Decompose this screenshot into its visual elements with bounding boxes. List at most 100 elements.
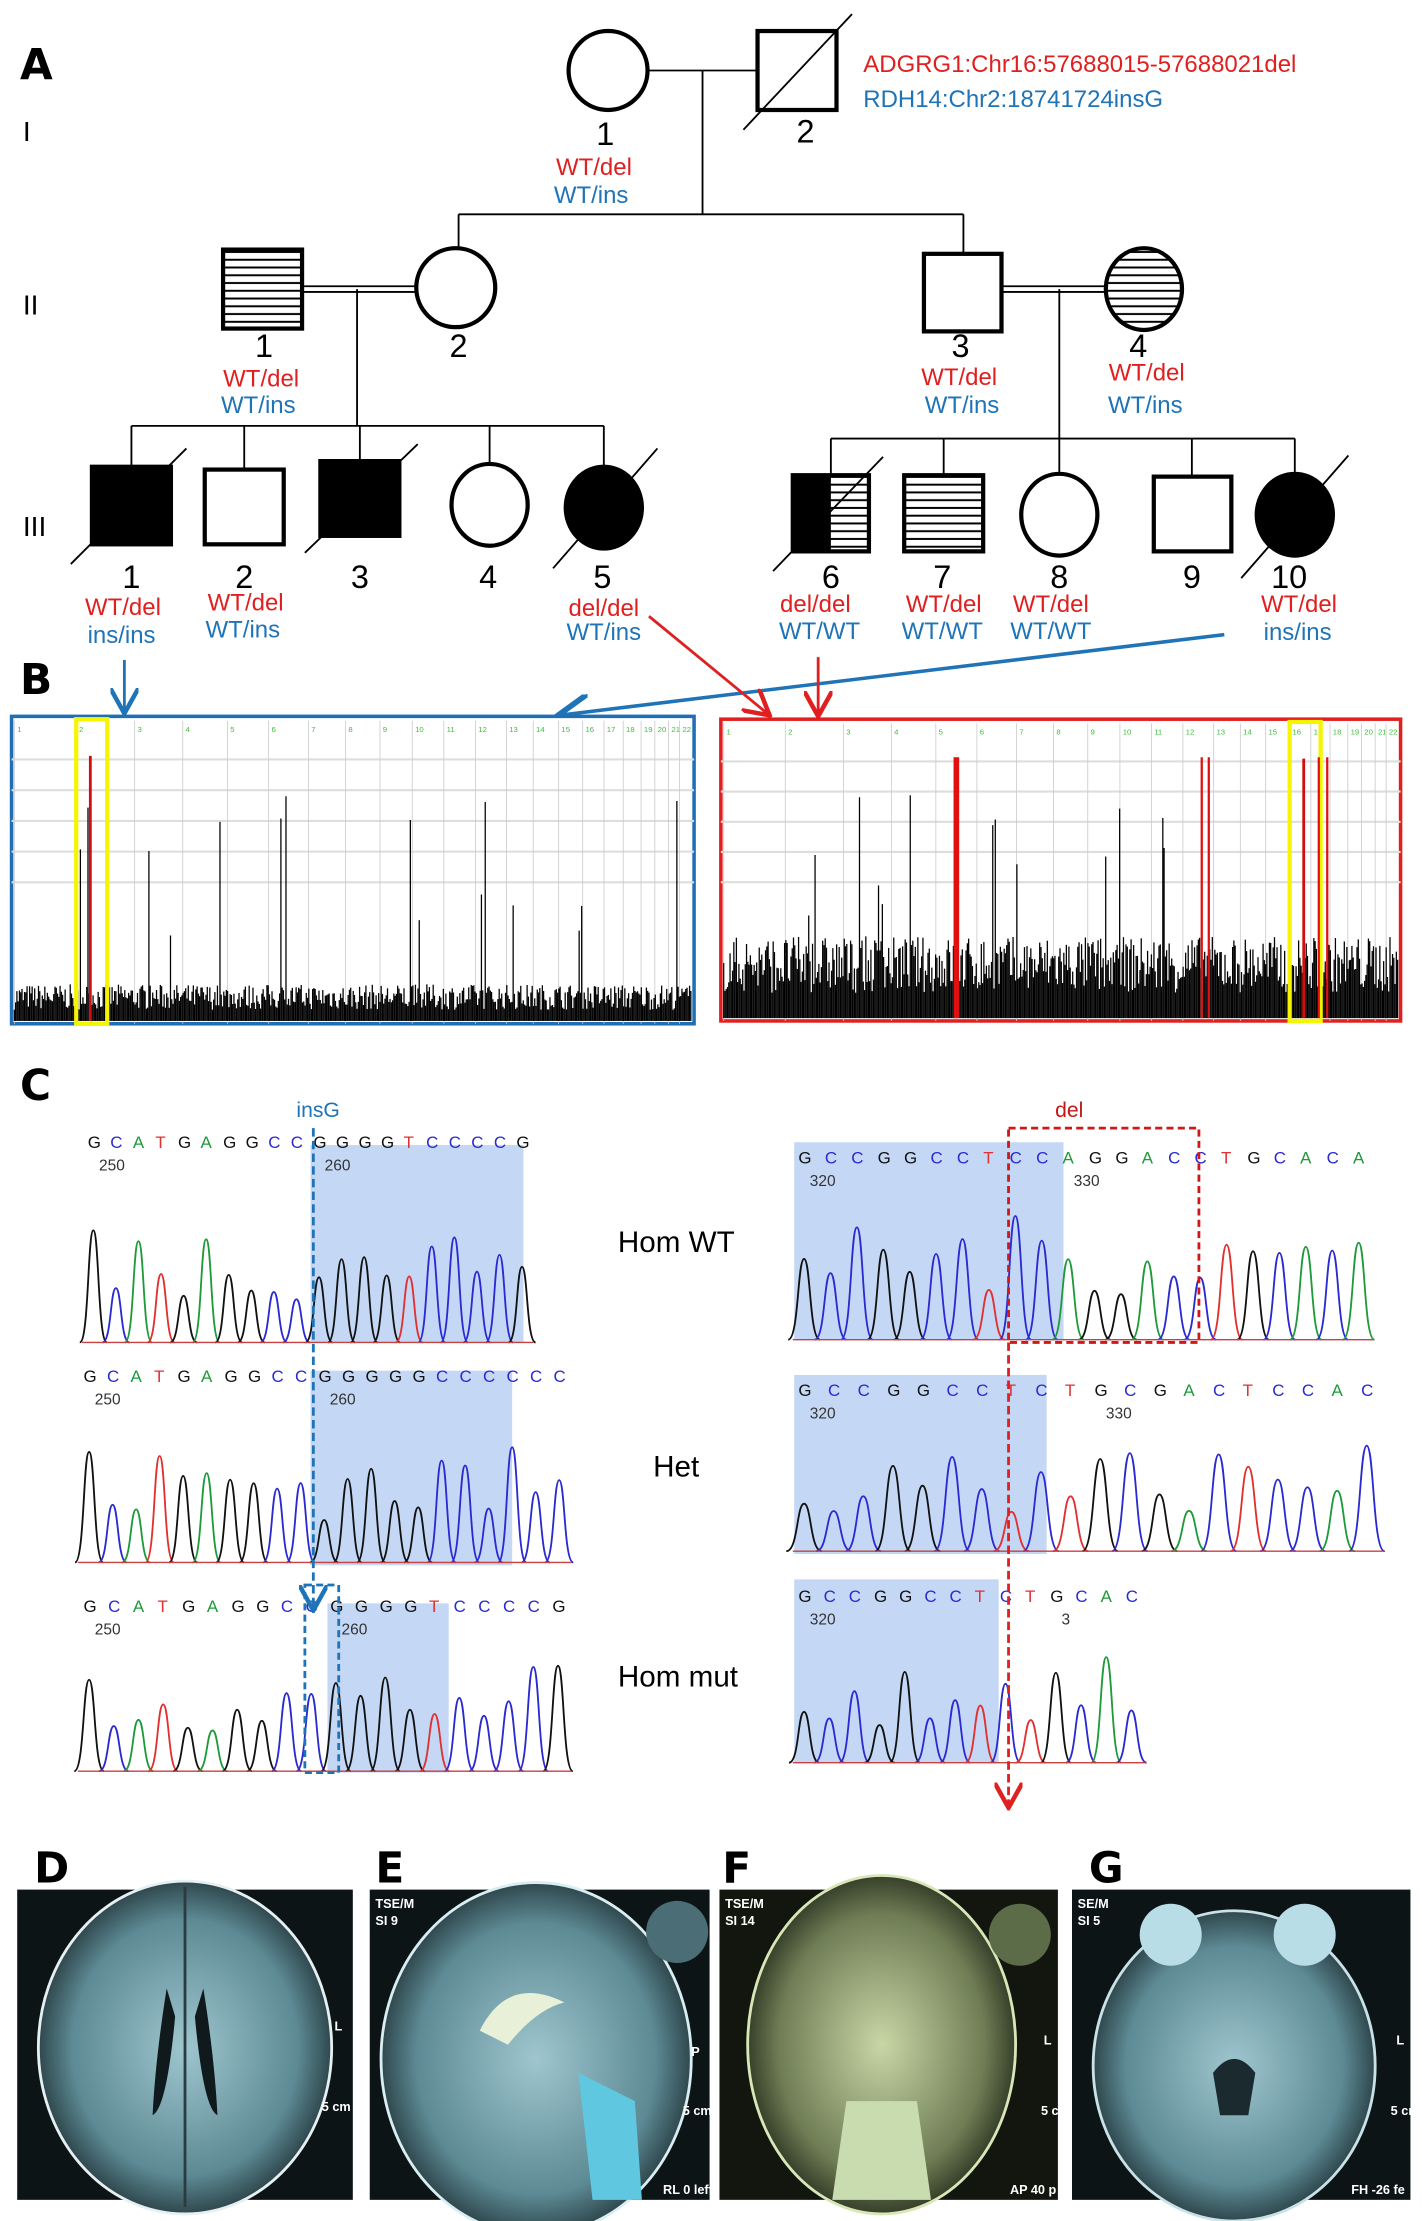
base-call: T xyxy=(983,1148,999,1167)
base-call: A xyxy=(1101,1587,1118,1606)
chromosome-label: 19 xyxy=(1351,728,1360,737)
trace-peak xyxy=(285,1482,316,1564)
base-call: G xyxy=(88,1133,107,1152)
trace-peak xyxy=(964,1704,996,1764)
base-call: C xyxy=(1327,1148,1345,1167)
chromosome-label: 15 xyxy=(561,725,570,734)
individual-number: 8 xyxy=(1050,559,1068,595)
base-call: C xyxy=(858,1381,876,1400)
base-position: 3 xyxy=(1062,1612,1071,1629)
chromosome-label: 5 xyxy=(939,728,943,737)
base-position: 260 xyxy=(330,1392,356,1409)
mri-e-scale: 5 cm xyxy=(683,2104,712,2118)
individual-iii-6-affected-half xyxy=(792,475,831,552)
deceased-slash xyxy=(1240,454,1350,579)
genotype-ins: WT/ins xyxy=(1108,392,1183,419)
genotype-ins: ins/ins xyxy=(1264,619,1332,646)
genotype-del: WT/del xyxy=(208,590,284,617)
chromosome-label: 9 xyxy=(383,725,387,734)
trace-peak xyxy=(1039,1671,1072,1764)
base-position: 320 xyxy=(810,1612,836,1629)
mri-e-sagittal-t2: TSE/M SI 9 P 5 cm RL 0 left xyxy=(369,1881,714,2221)
generation-label-i: I xyxy=(23,115,31,147)
trace-peak xyxy=(349,1256,379,1344)
individual-number: 10 xyxy=(1271,559,1307,595)
trace-peak xyxy=(168,1475,199,1564)
base-call: G xyxy=(798,1587,817,1606)
mri-e-slice: SI 9 xyxy=(375,1914,398,1928)
base-call: A xyxy=(1063,1148,1080,1167)
generation-label-ii: II xyxy=(23,288,39,320)
individual-ii-3 xyxy=(921,251,1004,334)
panel-label-b: B xyxy=(20,655,52,704)
individual-iii-2 xyxy=(202,467,286,547)
base-call: T xyxy=(1006,1381,1022,1400)
trace-peak xyxy=(1051,1258,1085,1341)
mri-f-pos: AP 40 p xyxy=(1010,2183,1057,2197)
base-call: G xyxy=(177,1367,196,1386)
individual-number: 3 xyxy=(952,328,970,364)
base-call: C xyxy=(1168,1148,1186,1167)
trace-peak xyxy=(121,1508,151,1564)
trace-peak xyxy=(785,1502,823,1553)
trace-peak xyxy=(147,1703,179,1773)
base-call: C xyxy=(107,1367,125,1386)
base-call: G xyxy=(389,1367,408,1386)
genotype-ins: WT/ins xyxy=(567,619,642,646)
base-call: G xyxy=(248,1367,267,1386)
individual-number: 2 xyxy=(450,328,468,364)
genotype-ins: WT/WT xyxy=(1010,618,1092,645)
chromosome-label: 20 xyxy=(658,725,667,734)
trace-peak xyxy=(74,1451,105,1564)
base-call: C xyxy=(1035,1381,1053,1400)
base-call: C xyxy=(272,1367,290,1386)
gen-iii-genotypes: WT/del ins/ins WT/del WT/ins del/del WT/… xyxy=(85,590,1337,649)
base-call: G xyxy=(917,1381,936,1400)
trace-peak xyxy=(1289,1486,1326,1553)
trace-peak xyxy=(864,1724,896,1764)
selection-highlight xyxy=(310,1370,513,1566)
base-call: G xyxy=(342,1367,361,1386)
mri-f-coronal-t2: TSE/M SI 14 L 5 c AP 40 p xyxy=(719,1874,1059,2216)
arrow-iii10-to-left-plot xyxy=(562,632,1225,715)
trace-peak xyxy=(1157,1275,1191,1341)
mri-d-axial-flair: L 5 cm xyxy=(17,1879,353,2216)
base-call: A xyxy=(133,1597,150,1616)
trace-peak xyxy=(379,1500,410,1564)
trace-peak xyxy=(1236,1250,1270,1341)
trace-peak xyxy=(939,1699,971,1764)
base-position: 250 xyxy=(95,1621,121,1638)
base-call: C xyxy=(1124,1381,1142,1400)
individual-iii-9 xyxy=(1151,474,1234,554)
base-call: G xyxy=(366,1367,385,1386)
trace-peak xyxy=(73,1678,105,1773)
chromosome-label: 12 xyxy=(478,725,487,734)
trace-peak xyxy=(1141,1493,1178,1553)
trace-peak xyxy=(888,1671,921,1764)
trace-peak xyxy=(933,1456,971,1553)
trace-peak xyxy=(838,1690,871,1764)
mri-g-slice: SI 5 xyxy=(1078,1914,1101,1928)
mri-f-seq: TSE/M xyxy=(725,1897,764,1911)
trace-peak xyxy=(814,1272,847,1341)
base-call: C xyxy=(924,1587,942,1606)
trace-peak xyxy=(1081,1458,1119,1553)
trace-peak xyxy=(1078,1289,1111,1341)
chromosome-label: 17 xyxy=(1314,728,1323,737)
trace-peak xyxy=(98,1503,128,1564)
chromosome-label: 9 xyxy=(1091,728,1095,737)
trace-peak xyxy=(1259,1478,1297,1553)
selection-highlight xyxy=(310,1145,524,1343)
trace-peak xyxy=(1111,1452,1149,1553)
chromosome-label: 6 xyxy=(271,725,275,734)
base-call: G xyxy=(874,1587,893,1606)
deletion-marker-box xyxy=(1007,1126,1201,1344)
base-call: T xyxy=(975,1587,991,1606)
deletion-label: del xyxy=(1055,1099,1083,1122)
generation-label-iii: III xyxy=(23,510,46,542)
mri-g-scale: 5 cm xyxy=(1391,2104,1420,2118)
trace-peak xyxy=(443,1697,475,1773)
